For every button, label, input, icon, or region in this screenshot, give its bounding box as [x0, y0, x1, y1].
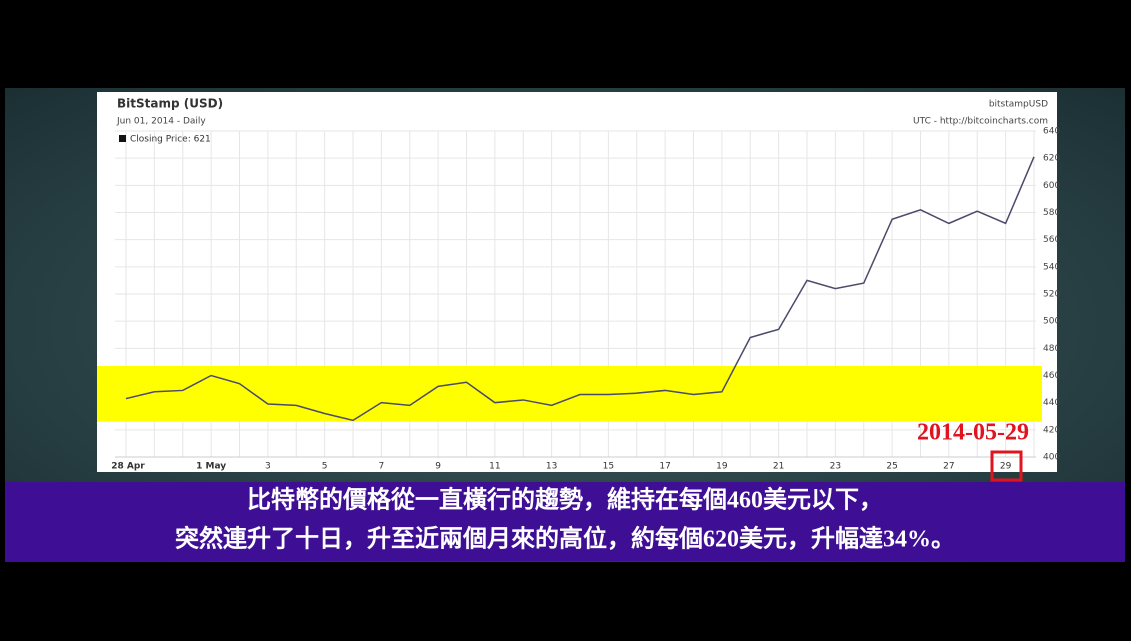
x-tick-label: 29 [1000, 462, 1012, 472]
x-tick-label: 19 [716, 462, 728, 472]
x-tick-label: 21 [773, 462, 784, 472]
source-name: bitstampUSD [989, 100, 1048, 110]
y-tick-label: 520 [1043, 290, 1060, 300]
x-tick-label: 23 [830, 462, 841, 472]
x-tick-label: 25 [886, 462, 897, 472]
y-tick-label: 500 [1043, 317, 1060, 327]
x-tick-label: 3 [265, 462, 271, 472]
chart: 400 420 440 460 480 500 520 540 560 580 600 620 640 2… [97, 127, 1060, 472]
y-tick-label: 400 [1043, 453, 1060, 463]
chart-title: BitStamp (USD) [117, 97, 223, 111]
y-tick-label: 560 [1043, 235, 1060, 245]
x-tick-label: 15 [603, 462, 614, 472]
y-tick-label: 580 [1043, 208, 1060, 218]
legend-label: Closing Price: 621 [130, 135, 211, 145]
annotation: 2014-05-29 [917, 420, 1029, 446]
x-tick-label: 28 Apr [111, 462, 145, 472]
y-tick-label: 600 [1043, 181, 1060, 191]
x-tick-label: 1 May [196, 462, 226, 472]
x-tick-label: 11 [489, 462, 500, 472]
y-tick-label: 440 [1043, 398, 1060, 408]
highlight-band [97, 365, 1042, 422]
chart-subtitle: Jun 01, 2014 - Daily [116, 117, 206, 127]
x-tick-label: 7 [379, 462, 385, 472]
y-tick-label: 460 [1043, 371, 1060, 381]
x-tick-label: 17 [659, 462, 670, 472]
legend-swatch [119, 135, 126, 142]
y-tick-label: 540 [1043, 262, 1060, 272]
caption-band [5, 482, 1125, 561]
x-tick-label: 13 [546, 462, 557, 472]
source-note: UTC - http://bitcoincharts.com [913, 117, 1048, 127]
y-tick-label: 480 [1043, 344, 1060, 354]
y-tick-label: 620 [1043, 154, 1060, 164]
y-tick-label: 640 [1043, 127, 1060, 137]
price-line [125, 156, 1035, 422]
highlight-box [990, 450, 1023, 482]
y-tick-label: 420 [1043, 425, 1060, 435]
caption-line: 突然連升了十日，升至近兩個月來的高位，約每個620美元，升幅達34%。 [175, 525, 955, 553]
caption-line: 比特幣的價格從一直橫行的趨勢，維持在每個460美元以下， [247, 486, 883, 514]
x-tick-label: 27 [943, 462, 954, 472]
x-tick-label: 9 [435, 462, 441, 472]
x-tick-label: 5 [322, 462, 328, 472]
